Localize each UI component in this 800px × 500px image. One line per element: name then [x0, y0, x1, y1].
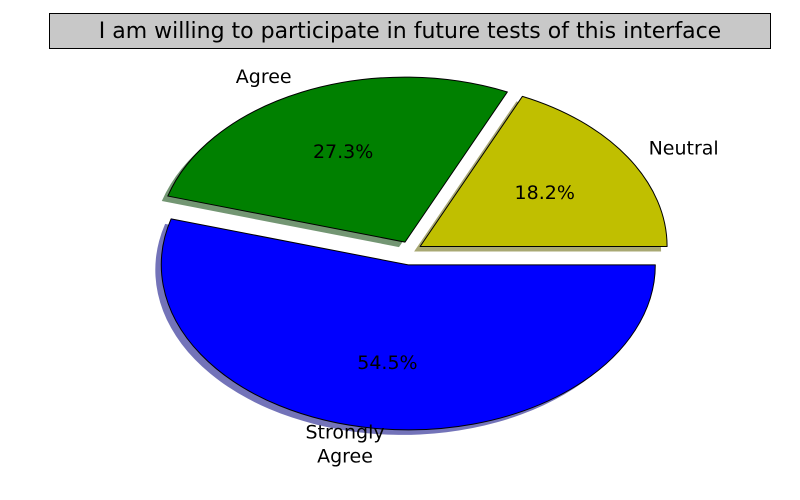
pie-slice-agree — [167, 76, 508, 243]
pie-slice-neutral — [419, 95, 668, 248]
slices — [160, 76, 668, 431]
pct-label-strongly-agree: 54.5% — [357, 352, 417, 374]
chart-title: I am willing to participate in future te… — [98, 18, 722, 44]
pie-slice-strongly-agree — [160, 218, 656, 431]
slice-labels: 18.2% Neutral 27.3% Agree 54.5% Strongly Agree — [236, 66, 719, 467]
slice-label-neutral: Neutral — [649, 137, 719, 159]
slice-label-strongly-agree: Strongly Agree — [305, 422, 384, 468]
pct-label-agree: 27.3% — [313, 141, 373, 163]
slice-label-agree: Agree — [236, 66, 292, 88]
chart-title-box: I am willing to participate in future te… — [49, 13, 771, 49]
pct-label-neutral: 18.2% — [515, 182, 575, 204]
